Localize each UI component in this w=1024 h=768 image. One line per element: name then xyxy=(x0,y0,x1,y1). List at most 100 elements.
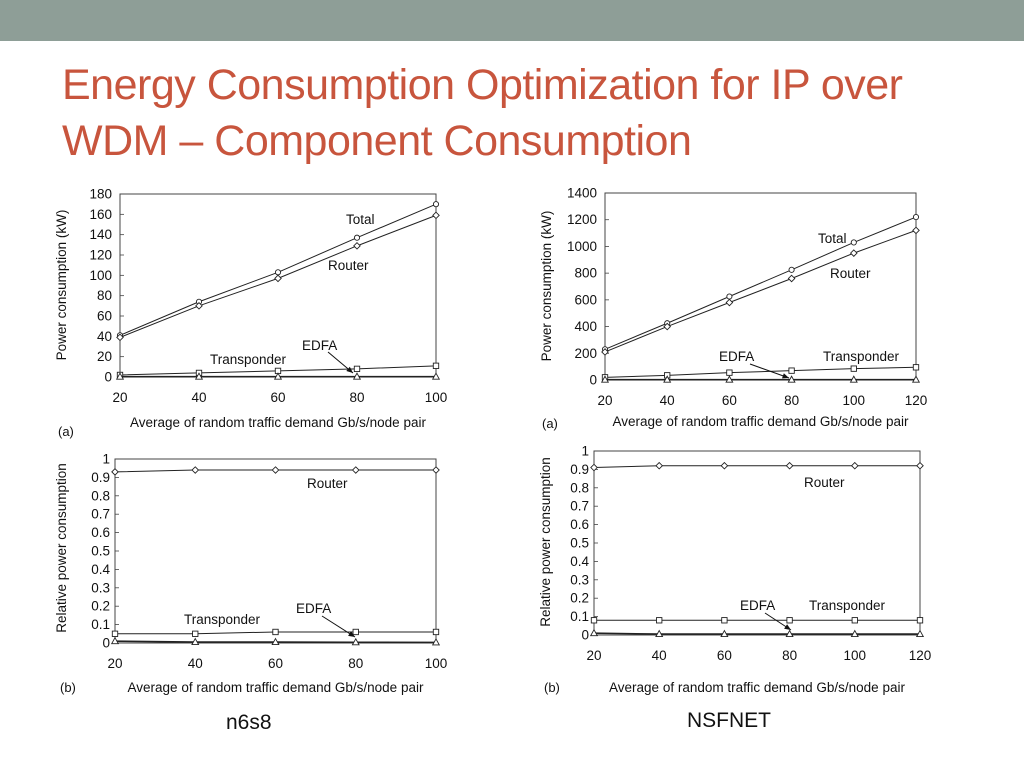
series-label-transponder: Transponder xyxy=(809,598,886,613)
chart-n6s8-relative: 0 0.1 0.2 0.3 0.4 0.5 0.6 0.7 0.8 0.9 1 20 40 60 80 100… xyxy=(54,452,448,696)
data-point-edfa xyxy=(273,372,283,380)
data-point-router xyxy=(432,466,440,474)
y-tick-label: 0 xyxy=(581,628,589,643)
y-tick-label: 0 xyxy=(589,373,597,388)
series-line-total xyxy=(604,216,917,350)
y-tick-label: 1200 xyxy=(567,212,597,227)
x-tick-label: 40 xyxy=(652,648,667,663)
y-tick-label: 800 xyxy=(574,266,597,281)
series-label-transponder: Transponder xyxy=(210,352,287,367)
x-tick-label: 100 xyxy=(425,390,448,405)
data-point-router xyxy=(116,333,124,342)
series-label-edfa: EDFA xyxy=(302,338,337,353)
y-tick-label: 0.3 xyxy=(570,572,589,587)
data-point-edfa xyxy=(271,637,280,646)
x-tick-label: 80 xyxy=(349,390,364,405)
data-point-router xyxy=(601,348,609,356)
data-point-transponder xyxy=(656,617,663,624)
series-label-edfa: EDFA xyxy=(740,598,775,613)
x-tick-label: 60 xyxy=(268,656,283,671)
data-point-total xyxy=(274,269,282,276)
x-tick-label: 20 xyxy=(597,393,612,408)
data-point-edfa xyxy=(110,636,120,645)
series-label-transponder: Transponder xyxy=(823,349,900,364)
edfa-pointer-arrowhead xyxy=(784,624,791,630)
y-tick-label: 0.7 xyxy=(570,499,589,514)
data-point-router xyxy=(916,461,924,470)
y-tick-label: 0.6 xyxy=(91,525,110,540)
edfa-pointer-arrow xyxy=(321,615,356,638)
data-point-transponder xyxy=(353,365,361,373)
data-point-edfa xyxy=(351,637,360,646)
data-point-transponder xyxy=(850,365,857,372)
y-tick-label: 0.2 xyxy=(570,591,589,606)
data-point-total xyxy=(726,293,733,300)
data-point-transponder xyxy=(111,630,119,637)
data-point-edfa xyxy=(589,628,599,637)
y-tick-label: 0.8 xyxy=(570,480,589,495)
y-tick-label: 0.4 xyxy=(570,554,589,569)
network-label-nsfnet: NSFNET xyxy=(687,709,771,732)
x-tick-label: 60 xyxy=(270,390,285,405)
data-point-router xyxy=(271,466,280,474)
data-point-total xyxy=(788,266,795,273)
y-tick-label: 180 xyxy=(89,187,112,202)
data-point-router xyxy=(849,249,858,257)
y-tick-label: 1 xyxy=(581,444,589,459)
y-tick-label: 1000 xyxy=(567,239,597,254)
x-tick-label: 80 xyxy=(784,393,799,408)
x-tick-label: 20 xyxy=(586,648,601,663)
data-point-total xyxy=(353,234,361,241)
series-label-total: Total xyxy=(818,231,847,246)
series-label-edfa: EDFA xyxy=(296,601,331,616)
panel-label: (b) xyxy=(544,680,560,695)
edfa-pointer-arrowhead xyxy=(782,373,789,379)
x-tick-label: 80 xyxy=(782,648,797,663)
data-point-router xyxy=(191,466,200,474)
data-point-transponder xyxy=(432,362,440,369)
x-axis-label: Average of random traffic demand Gb/s/no… xyxy=(128,680,424,695)
data-point-router xyxy=(720,461,729,470)
x-tick-label: 100 xyxy=(425,656,448,671)
data-point-transponder xyxy=(788,367,795,374)
x-tick-label: 60 xyxy=(717,648,732,663)
data-point-transponder xyxy=(432,628,440,636)
network-label-n6s8: n6s8 xyxy=(226,711,272,734)
y-tick-label: 140 xyxy=(89,227,112,242)
data-point-transponder xyxy=(786,617,793,624)
x-tick-label: 100 xyxy=(843,393,866,408)
series-label-router: Router xyxy=(328,258,369,273)
y-tick-label: 0.3 xyxy=(91,580,110,595)
series-label-router: Router xyxy=(307,476,348,491)
y-axis-label: Power consumption (kW) xyxy=(54,210,69,361)
y-tick-label: 100 xyxy=(89,268,112,283)
data-point-total xyxy=(912,213,920,221)
x-tick-label: 80 xyxy=(348,656,363,671)
edfa-pointer-arrowhead xyxy=(348,631,355,637)
y-tick-label: 60 xyxy=(97,309,112,324)
y-tick-label: 200 xyxy=(574,346,597,361)
y-tick-label: 80 xyxy=(97,288,112,303)
data-point-router xyxy=(274,274,282,283)
slide-title: Energy Consumption Optimization for IP o… xyxy=(62,61,903,165)
panel-label: (a) xyxy=(58,424,74,439)
data-point-transponder xyxy=(352,628,359,636)
data-point-router xyxy=(111,468,119,476)
data-point-edfa xyxy=(431,372,441,380)
data-point-router xyxy=(850,461,859,470)
plot-frame xyxy=(119,193,437,378)
plot-frame xyxy=(114,458,437,644)
y-tick-label: 0.1 xyxy=(91,617,110,632)
data-point-router xyxy=(663,322,672,331)
data-point-transponder xyxy=(272,628,279,636)
y-tick-label: 120 xyxy=(89,248,112,263)
y-tick-label: 160 xyxy=(89,207,112,222)
series-line-edfa xyxy=(593,632,920,635)
x-tick-label: 120 xyxy=(909,648,932,663)
y-tick-label: 0.8 xyxy=(91,488,110,503)
y-tick-label: 0 xyxy=(102,636,110,651)
y-tick-label: 0.4 xyxy=(91,562,110,577)
top-accent-bar xyxy=(0,0,1024,41)
